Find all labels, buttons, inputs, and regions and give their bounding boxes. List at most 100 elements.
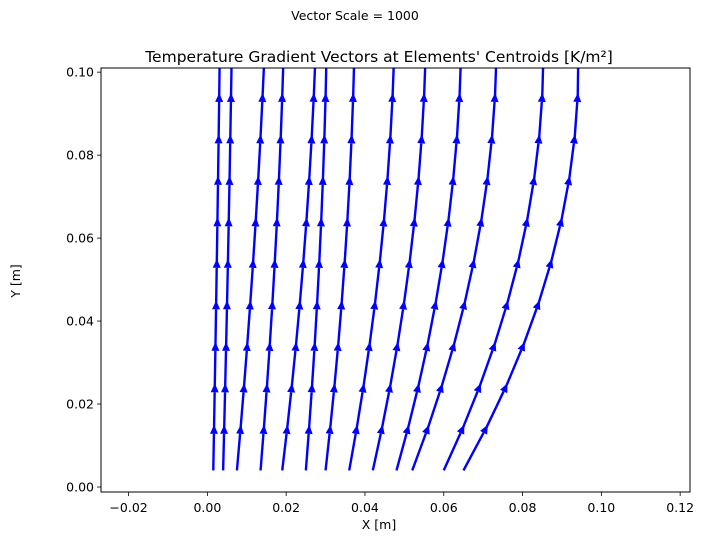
gradient-vector [259, 424, 268, 471]
x-axis-ticks: −0.02 0.00 0.02 0.04 0.06 0.08 0.10 0.12 [109, 492, 694, 515]
gradient-vector [560, 175, 573, 222]
gradient-vector [447, 175, 457, 222]
gradient-vector [226, 134, 235, 181]
gradient-vector [472, 217, 485, 264]
gradient-vector [210, 383, 219, 429]
gradient-vector [298, 258, 307, 305]
gradient-vector [214, 134, 223, 181]
x-tick: 0.04 [351, 492, 379, 515]
gradient-vector [462, 424, 488, 471]
x-tick-label: −0.02 [109, 500, 147, 515]
x-axis-label: X [m] [362, 517, 396, 532]
gradient-vector [340, 258, 349, 305]
gradient-vector [221, 383, 230, 429]
gradient-vector [265, 341, 274, 388]
gradient-vector [521, 300, 541, 347]
gradient-vector [516, 217, 530, 264]
gradient-vector [290, 341, 300, 388]
y-tick-label: 0.02 [66, 397, 94, 412]
gradient-vector [480, 175, 491, 222]
gradient-vector [276, 134, 285, 181]
gradient-vector [493, 68, 498, 98]
x-tick: 0.12 [666, 492, 694, 515]
gradient-vector [388, 92, 397, 139]
gradient-vector [248, 258, 257, 305]
gradient-vector [274, 175, 283, 222]
y-tick: 0.06 [66, 231, 101, 246]
gradient-vector [567, 134, 578, 181]
gradient-vector [505, 258, 521, 305]
gradient-vector [486, 134, 496, 181]
gradient-vector [318, 175, 327, 222]
gradient-vector [324, 424, 334, 471]
gradient-vector [355, 383, 367, 430]
gradient-vector [426, 300, 439, 347]
gradient-vector [385, 134, 394, 181]
gradient-vector [413, 175, 422, 222]
gradient-vector [396, 300, 408, 347]
gradient-vector [373, 258, 384, 305]
y-tick-label: 0.04 [66, 314, 94, 329]
gradient-vector [213, 175, 222, 222]
gradient-vector [442, 424, 465, 471]
x-tick: 0.10 [587, 492, 615, 515]
x-tick-label: 0.10 [587, 500, 615, 515]
gradient-vector [348, 92, 357, 139]
gradient-vector [310, 341, 319, 388]
gradient-vector [256, 134, 265, 181]
gradient-vector [316, 217, 325, 264]
gradient-vector [362, 341, 373, 388]
y-tick: 0.08 [66, 148, 101, 163]
gradient-vector [217, 68, 221, 98]
gradient-vector [294, 300, 304, 347]
gradient-vector [395, 424, 411, 471]
gradient-vector [309, 92, 318, 139]
gradient-vector [221, 341, 230, 388]
gradient-vector [458, 68, 462, 98]
plot-area-frame [100, 67, 691, 493]
gradient-vector [382, 175, 391, 222]
y-tick: 0.04 [66, 314, 101, 329]
gradient-vector [224, 217, 233, 264]
gradient-vector [408, 217, 418, 264]
gradient-vector [270, 258, 279, 305]
gradient-vector [416, 341, 431, 388]
gradient-vector [549, 217, 564, 264]
y-tick: 0.00 [66, 480, 101, 495]
gradient-vector [320, 134, 329, 181]
y-tick-label: 0.06 [66, 231, 94, 246]
gradient-vector [541, 68, 545, 98]
gradient-vector [253, 175, 262, 222]
gradient-vector [242, 341, 251, 388]
gradient-vector [225, 175, 234, 222]
gradient-vector [492, 300, 510, 347]
gradient-vector [351, 68, 356, 98]
gradient-vector [504, 341, 525, 388]
y-tick-label: 0.00 [66, 480, 94, 495]
x-tick-label: 0.12 [666, 500, 694, 515]
gradient-vector [268, 300, 277, 347]
gradient-vector [478, 341, 497, 388]
gradient-vector [262, 383, 271, 430]
gradient-vector [212, 300, 221, 346]
x-tick: −0.02 [109, 492, 148, 515]
gradient-vector [212, 258, 221, 305]
gradient-vector [304, 175, 313, 222]
x-tick: 0.02 [272, 492, 300, 515]
gradient-vector [484, 383, 508, 430]
gradient-vector [452, 300, 467, 347]
gradient-vector [213, 217, 222, 264]
gradient-vector [321, 92, 330, 139]
x-tick-label: 0.02 [272, 500, 300, 515]
gradient-vector [314, 258, 323, 305]
x-tick-label: 0.06 [430, 500, 458, 515]
gradient-vector [226, 92, 235, 139]
y-tick-label: 0.08 [66, 148, 94, 163]
gradient-vector [261, 68, 266, 98]
gradient-vector [525, 175, 538, 222]
gradient-vector [406, 383, 421, 430]
gradient-vector [537, 92, 546, 139]
gradient-vector [440, 341, 457, 388]
gradient-vector [345, 175, 354, 222]
gradient-vector [573, 92, 582, 139]
